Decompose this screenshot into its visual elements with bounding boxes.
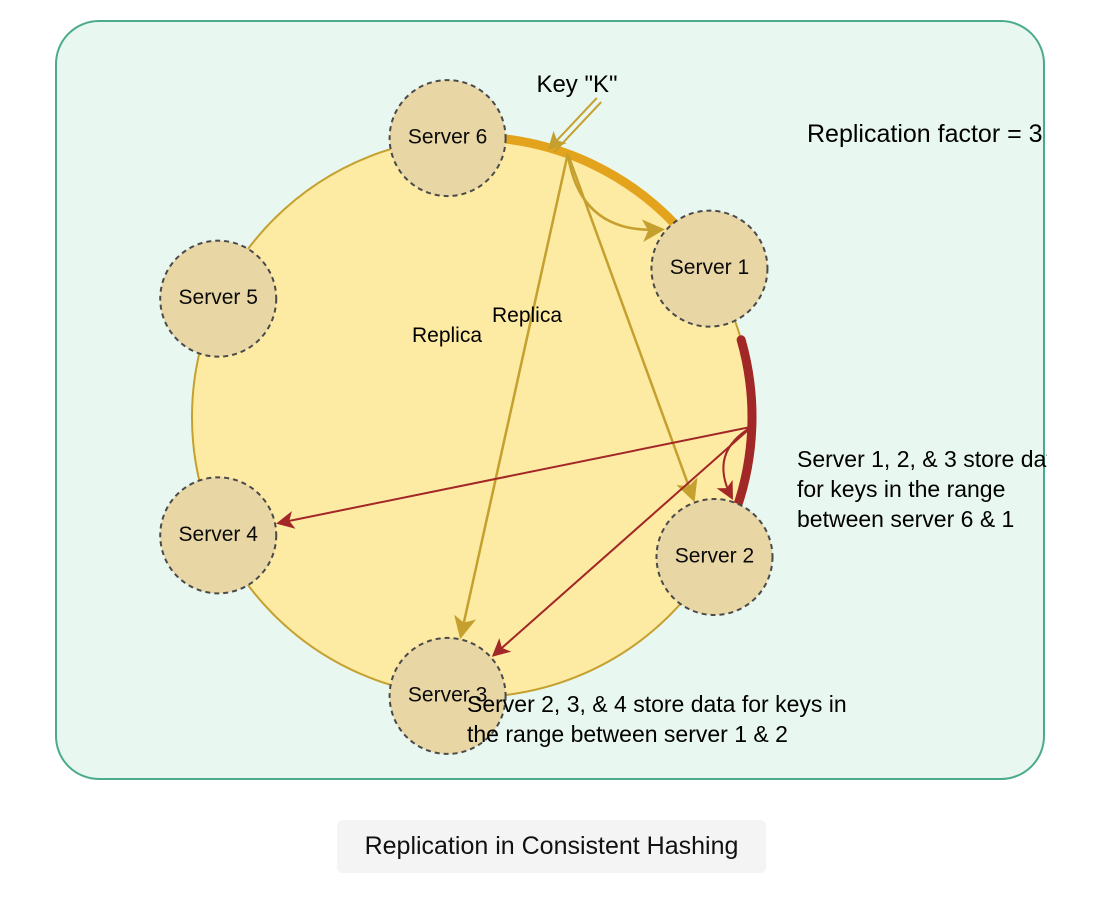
node-server2: Server 2 bbox=[656, 499, 772, 615]
node-label-server2: Server 2 bbox=[675, 545, 754, 568]
node-server1: Server 1 bbox=[651, 211, 767, 327]
key-pointer-line2 bbox=[554, 102, 601, 152]
range-text-top-line: between server 6 & 1 bbox=[797, 506, 1014, 532]
range-text-top-line: Server 1, 2, & 3 store data bbox=[797, 446, 1047, 472]
node-label-server5: Server 5 bbox=[179, 286, 258, 309]
node-label-server1: Server 1 bbox=[670, 256, 749, 279]
diagram-svg: Server 1Server 2Server 3Server 4Server 5… bbox=[57, 22, 1047, 782]
caption-text: Replication in Consistent Hashing bbox=[365, 832, 739, 860]
caption-box: Replication in Consistent Hashing bbox=[337, 820, 767, 873]
node-label-server6: Server 6 bbox=[408, 126, 487, 149]
node-server6: Server 6 bbox=[390, 80, 506, 196]
node-server5: Server 5 bbox=[160, 241, 276, 357]
range-text-bottom-line: the range between server 1 & 2 bbox=[467, 721, 788, 747]
replica-label-1: Replica bbox=[492, 304, 562, 327]
key-label: Key "K" bbox=[536, 71, 617, 98]
range-text-top-line: for keys in the range bbox=[797, 476, 1005, 502]
diagram-panel: Server 1Server 2Server 3Server 4Server 5… bbox=[55, 20, 1045, 780]
node-server4: Server 4 bbox=[160, 477, 276, 593]
range-text-bottom: Server 2, 3, & 4 store data for keys in t… bbox=[467, 691, 847, 747]
replication-factor-text: Replication factor = 3 bbox=[807, 120, 1043, 148]
key-pointer-line bbox=[550, 98, 597, 148]
page: Server 1Server 2Server 3Server 4Server 5… bbox=[0, 0, 1103, 900]
replica-label-2: Replica bbox=[412, 324, 482, 347]
range-text-top: Server 1, 2, & 3 store data for keys in t… bbox=[797, 446, 1047, 532]
range-text-bottom-line: Server 2, 3, & 4 store data for keys in bbox=[467, 691, 847, 717]
node-label-server4: Server 4 bbox=[179, 523, 259, 546]
